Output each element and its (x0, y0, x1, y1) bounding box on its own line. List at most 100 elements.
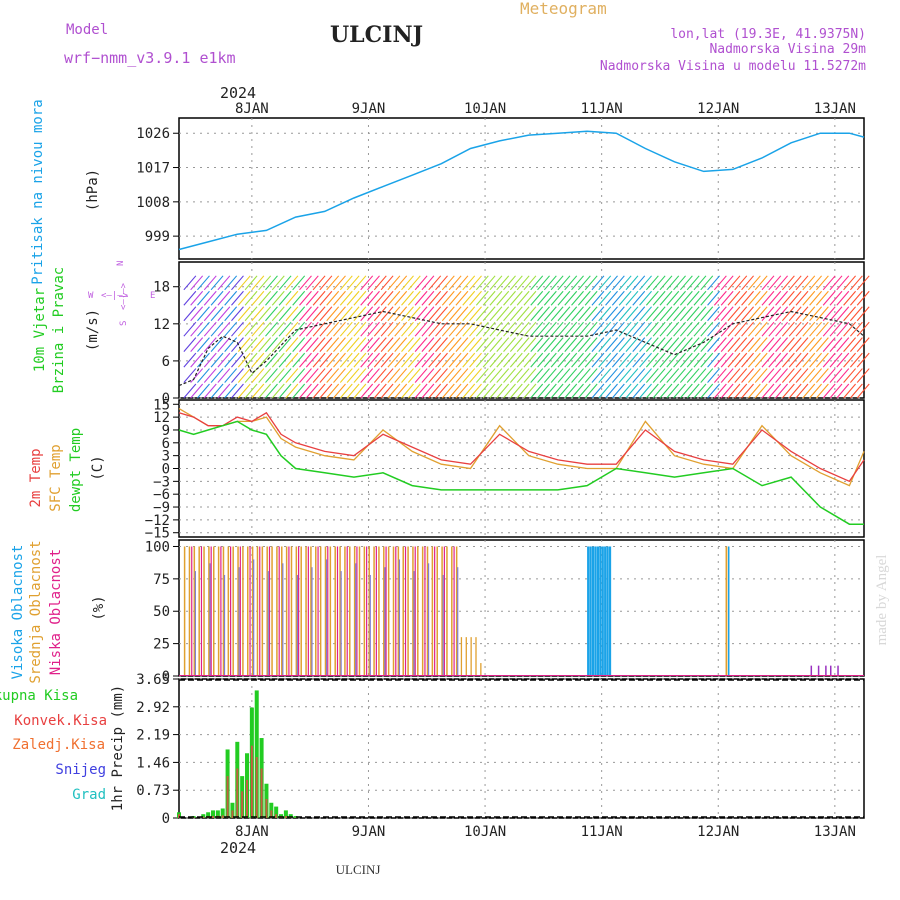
wind-barb (795, 337, 809, 352)
cloud-bar (324, 546, 327, 676)
wind-barb (611, 290, 625, 306)
wind-barb (693, 306, 707, 322)
wind-barb (441, 337, 455, 352)
wind-barb (231, 306, 244, 322)
wind-barb (720, 383, 734, 399)
wind-barb (421, 275, 435, 291)
wind-barb (645, 290, 659, 306)
compass-s: S (119, 321, 129, 326)
wind-barb (258, 368, 272, 383)
wind-barb (441, 352, 455, 368)
wind-barb (367, 383, 380, 399)
wind-barb (455, 352, 469, 368)
wind-barb (448, 306, 462, 322)
wind-barb (679, 306, 693, 322)
wind-barb (679, 337, 693, 352)
precip-tick-label: 0 (162, 811, 170, 827)
cloud-bar (368, 546, 370, 676)
cloud-bar (727, 546, 730, 676)
wind-barb (645, 337, 659, 352)
wind-barb (530, 337, 544, 352)
wind-barb (523, 306, 537, 322)
cloud-bar (344, 546, 346, 676)
wind-barb (305, 352, 319, 368)
wind-barb (584, 352, 598, 368)
wind-barb (475, 383, 489, 399)
wind-barb (822, 290, 836, 306)
low-cloud-label: Niska Oblacnost (48, 549, 64, 675)
wind-barb (319, 290, 333, 306)
wind-speed-series-line (178, 310, 865, 387)
wind-barb (292, 321, 306, 337)
wind-barb (503, 352, 516, 368)
wind-barb (258, 275, 272, 291)
wind-barb (380, 383, 394, 399)
wind-barb (775, 337, 788, 352)
wind-barb (475, 352, 489, 368)
wind-barb (693, 352, 707, 368)
cloud-bar (208, 546, 210, 676)
cloud-bar (457, 567, 459, 676)
cloud-bar (271, 546, 273, 676)
wind-barb (190, 337, 204, 352)
wind-barb (557, 321, 571, 337)
wind-barb (367, 321, 380, 337)
precip-convective-bar (275, 814, 278, 818)
wind-barb (523, 368, 537, 383)
cloud-bar (193, 546, 196, 676)
wind-barb (428, 352, 442, 368)
wind-barb (353, 337, 367, 352)
wind-barb (741, 321, 754, 337)
wind-barb (360, 321, 374, 337)
wind-barb (639, 321, 652, 337)
wind-barb (700, 306, 714, 322)
wind-barb (387, 368, 401, 383)
wind-barb (231, 383, 244, 399)
wind-barb (224, 321, 238, 337)
wind-barb (414, 321, 428, 337)
wind-barb (605, 383, 618, 399)
wind-barb (353, 321, 367, 337)
wind-barb (543, 321, 557, 337)
wind-barb (564, 321, 578, 337)
wind-barb (210, 321, 224, 337)
wind-barb (428, 383, 442, 399)
legend-total-rain: Ukupna Kisa (0, 688, 78, 704)
wind-barb (394, 383, 408, 399)
wind-barb (571, 352, 584, 368)
wind-barb (666, 321, 680, 337)
wind-barb (407, 337, 421, 352)
wind-barb (278, 321, 292, 337)
wind-barb (802, 383, 816, 399)
wind-barb (339, 306, 353, 322)
wind-barb (183, 321, 197, 337)
precip-convective-bar (255, 757, 258, 818)
wind-barb (373, 368, 387, 383)
bottom-day-label: 10JAN (464, 824, 506, 840)
wind-barb (373, 290, 387, 306)
wind-barb (292, 306, 306, 322)
wind-barb (659, 383, 673, 399)
cloud-bar (256, 546, 259, 676)
cloud-bar (285, 546, 288, 676)
wind-barb (618, 337, 632, 352)
wind-barb (523, 321, 537, 337)
wind-barb (435, 352, 448, 368)
wind-barb (849, 352, 863, 368)
wind-barb (652, 306, 666, 322)
pressure-tick-label: 999 (145, 229, 170, 245)
wind-barb (333, 306, 346, 322)
wind-barb (856, 321, 870, 337)
precip-total-bar (201, 814, 206, 818)
cloud-bar (220, 546, 222, 676)
wind-barb (761, 368, 775, 383)
wind-barb (278, 306, 292, 322)
bottom-day-labels: 8JAN 9JAN 10JAN 11JAN 12JAN 13JAN (235, 824, 856, 840)
wind-barb (414, 306, 428, 322)
wind-barb (584, 306, 598, 322)
precip-total-bar (215, 810, 220, 818)
wind-barb (319, 383, 333, 399)
wind-barb (815, 352, 829, 368)
wind-barb (394, 321, 408, 337)
wind-barb (543, 290, 557, 306)
